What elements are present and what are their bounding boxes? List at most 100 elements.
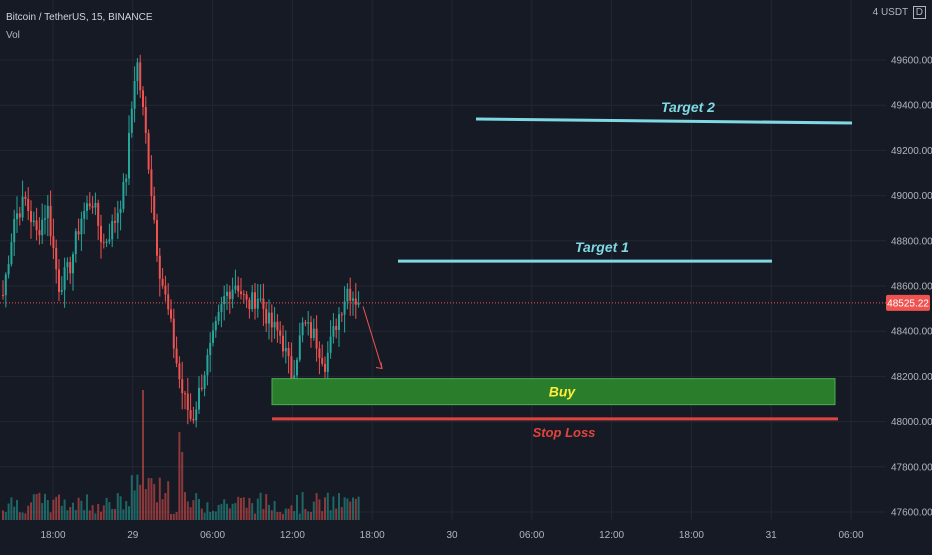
- candle-body: [282, 335, 284, 352]
- price-axis-bg: [886, 0, 932, 550]
- annotations[interactable]: Target 2 Target 1 Buy Stop Loss: [271, 99, 853, 440]
- target-2-label: Target 2: [661, 99, 715, 115]
- buy-zone[interactable]: [271, 378, 836, 406]
- volume-bar: [150, 478, 153, 520]
- volume-bar: [338, 493, 340, 520]
- candle-body: [329, 336, 332, 353]
- candle-body: [122, 181, 125, 209]
- candle-body: [195, 409, 198, 421]
- volume-bar: [307, 511, 310, 520]
- volume-bar: [310, 511, 312, 520]
- volume-bar: [74, 509, 77, 520]
- volume-bar: [340, 507, 343, 520]
- volume-bar: [279, 512, 282, 520]
- candle-body: [167, 294, 170, 310]
- volume-bar: [55, 496, 58, 520]
- candle-body: [276, 321, 279, 331]
- volume-bar: [262, 508, 265, 520]
- volume-bar: [66, 510, 69, 520]
- candle-body: [298, 335, 301, 360]
- candle-body: [237, 285, 240, 292]
- last-price-tag: 48525.22: [886, 294, 930, 311]
- volume-bar: [63, 499, 66, 520]
- volume-bar: [268, 504, 270, 520]
- candle-body: [80, 218, 83, 235]
- candle-body: [279, 330, 282, 336]
- volume-bar: [254, 513, 256, 520]
- volume-bar: [346, 498, 349, 520]
- volume-bar: [77, 497, 80, 520]
- currency-prefix: 4: [872, 7, 879, 18]
- time-axis[interactable]: 18:00 29 06:00 12:00 18:00 30 06:00 12:00 18:00 3…: [0, 520, 886, 550]
- symbol-title[interactable]: Bitcoin / TetherUS, 15, BINANCE: [6, 12, 153, 23]
- stop-loss-label: Stop Loss: [533, 425, 596, 440]
- volume-bar: [58, 494, 60, 520]
- volume-bar: [290, 505, 293, 520]
- candle-body: [147, 133, 150, 170]
- candlesticks: [2, 54, 360, 428]
- indicator-label[interactable]: Vol: [6, 30, 20, 41]
- candle-body: [74, 231, 77, 255]
- volume-bar: [86, 494, 88, 520]
- candle-body: [7, 264, 10, 275]
- target-2-line[interactable]: [475, 117, 853, 125]
- volume-bar: [52, 499, 55, 520]
- price-axis[interactable]: 49600.00 49400.00 49200.00 49000.00 48800.00…: [886, 0, 932, 550]
- volume-bar: [161, 499, 164, 520]
- buy-label: Buy: [549, 384, 577, 400]
- volume-bar: [142, 390, 144, 520]
- candle-body: [139, 62, 142, 91]
- volume-bar: [248, 498, 251, 520]
- volume-bar: [119, 496, 122, 520]
- volume-bar: [60, 505, 63, 520]
- volume-bar: [228, 508, 231, 520]
- candle-body: [119, 208, 122, 214]
- time-axis-bg: [0, 520, 886, 550]
- volume-bar: [304, 509, 307, 520]
- volume-bar: [35, 494, 38, 520]
- candle-body: [41, 219, 44, 236]
- volume-bar: [332, 496, 335, 520]
- price-tick-label: 48000.00: [891, 417, 932, 428]
- volume-bar: [7, 503, 10, 520]
- volume-bar: [170, 513, 172, 520]
- currency-suffix: D: [912, 6, 926, 19]
- volume-bar: [24, 513, 27, 520]
- volume-bar: [10, 497, 13, 520]
- candle-body: [30, 211, 32, 223]
- candle-body: [27, 198, 30, 212]
- volume-bar: [111, 508, 114, 520]
- volume-bar: [273, 501, 276, 520]
- candle-body: [158, 255, 161, 279]
- price-tick-label: 49600.00: [891, 56, 932, 67]
- time-tick-label: 18:00: [360, 530, 385, 541]
- candle-body: [234, 285, 237, 290]
- candle-body: [226, 291, 228, 297]
- candle-body: [114, 221, 116, 223]
- volume-bar: [18, 512, 21, 520]
- volume-bar: [184, 492, 186, 520]
- volume-bar: [167, 481, 170, 520]
- volume-bar: [220, 503, 223, 520]
- candle-body: [273, 321, 276, 328]
- candle-body: [175, 348, 178, 364]
- volume-bar: [27, 505, 30, 520]
- volume-bar: [186, 501, 189, 520]
- candle-body: [60, 289, 63, 292]
- volume-bar: [122, 509, 125, 520]
- volume-bar: [354, 498, 357, 520]
- candle-body: [52, 236, 55, 249]
- currency-label[interactable]: 4 USDT D: [872, 6, 926, 19]
- volume-bar: [270, 510, 273, 520]
- volume-bar: [265, 494, 268, 520]
- trend-arrow[interactable]: [362, 306, 383, 369]
- candle-body: [198, 387, 200, 410]
- candle-body: [315, 328, 318, 349]
- time-tick-label: 18:00: [40, 530, 65, 541]
- candle-body: [130, 108, 133, 133]
- candle-body: [24, 196, 27, 199]
- candle-body: [21, 196, 24, 218]
- candle-body: [111, 221, 114, 240]
